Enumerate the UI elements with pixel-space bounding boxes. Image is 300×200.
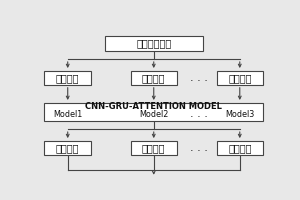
FancyBboxPatch shape [44,103,263,121]
Text: . . .: . . . [190,143,208,153]
Text: Model3: Model3 [225,110,254,119]
Text: 高频信号: 高频信号 [228,73,251,83]
Text: 低频信号: 低频信号 [56,73,80,83]
FancyBboxPatch shape [44,141,91,155]
Text: 高频信号: 高频信号 [142,73,166,83]
FancyBboxPatch shape [217,141,263,155]
FancyBboxPatch shape [130,141,177,155]
Text: 预测结果: 预测结果 [142,143,166,153]
Text: 预测结果: 预测结果 [228,143,251,153]
Text: Model1: Model1 [53,110,82,119]
Text: CNN-GRU-ATTENTION MODEL: CNN-GRU-ATTENTION MODEL [85,102,222,111]
FancyBboxPatch shape [130,71,177,85]
Text: Model2: Model2 [139,110,168,119]
FancyBboxPatch shape [217,71,263,85]
FancyBboxPatch shape [44,71,91,85]
Text: . . .: . . . [190,73,208,83]
FancyBboxPatch shape [105,36,202,51]
Text: . . .: . . . [190,109,208,119]
Text: 经验小波分解: 经验小波分解 [136,38,171,48]
Text: 预测结果: 预测结果 [56,143,80,153]
